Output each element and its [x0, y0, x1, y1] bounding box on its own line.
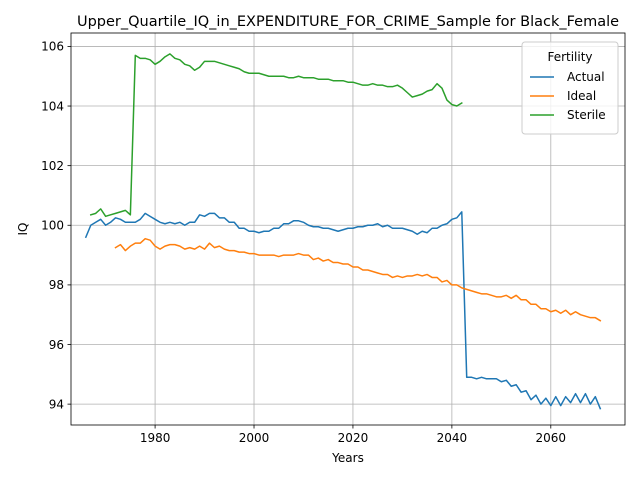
legend: Fertility Actual Ideal Sterile: [521, 41, 619, 135]
x-tick-label: 2020: [338, 431, 369, 445]
x-tick-label: 2000: [239, 431, 270, 445]
x-tick-label: 2060: [536, 431, 567, 445]
legend-items: Actual Ideal Sterile: [530, 70, 606, 122]
series-line-ideal: [114, 237, 602, 322]
y-tick-label: 104: [41, 99, 64, 113]
chart-title: Upper_Quartile_IQ_in_EXPENDITURE_FOR_CRI…: [77, 14, 619, 30]
legend-title: Fertility: [547, 50, 592, 64]
y-tick-label: 102: [41, 159, 64, 173]
y-tick-label: 94: [49, 397, 64, 411]
x-axis-ticks: 1980 2000 2020 2040 2060: [140, 425, 566, 445]
series-line-actual: [84, 211, 602, 410]
x-tick-label: 2040: [437, 431, 468, 445]
series-line-sterile: [89, 53, 463, 218]
legend-label-sterile: Sterile: [567, 108, 606, 122]
x-tick-label: 1980: [140, 431, 171, 445]
plot-frame: [70, 32, 626, 426]
y-axis-ticks: 94 96 98 100 102 104 106: [41, 40, 71, 411]
legend-label-ideal: Ideal: [567, 89, 596, 103]
legend-box: [521, 41, 619, 135]
y-axis-label: IQ: [16, 223, 30, 236]
legend-label-actual: Actual: [567, 70, 605, 84]
y-tick-label: 98: [49, 278, 64, 292]
y-tick-label: 96: [49, 338, 64, 352]
series-lines: [84, 53, 602, 410]
y-tick-label: 106: [41, 40, 64, 54]
x-axis-label: Years: [331, 451, 364, 465]
y-tick-label: 100: [41, 219, 64, 233]
